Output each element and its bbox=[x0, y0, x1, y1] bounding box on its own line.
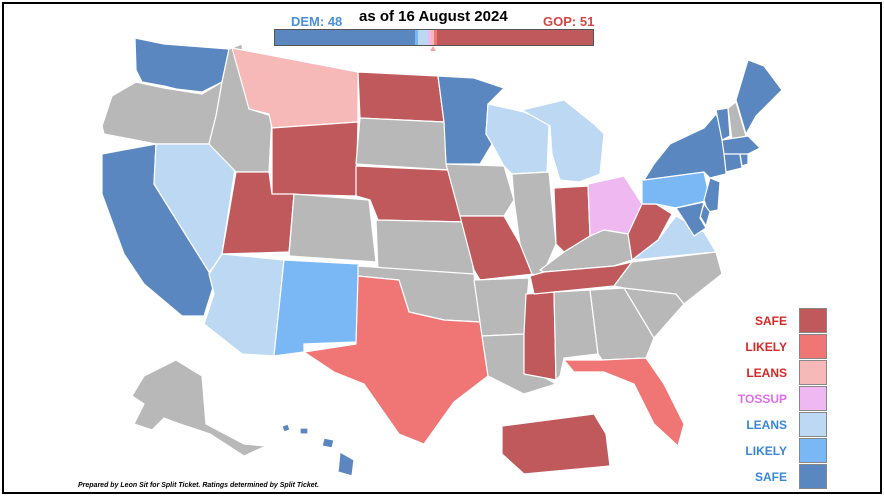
us-senate-map bbox=[101, 37, 783, 477]
state-MD[interactable] bbox=[675, 201, 707, 237]
balance-segment-tossup bbox=[427, 30, 431, 45]
legend-label: SAFE bbox=[754, 470, 787, 484]
state-RI[interactable] bbox=[739, 153, 749, 167]
state-ID[interactable] bbox=[208, 43, 273, 173]
state-HI-maui[interactable] bbox=[321, 437, 335, 449]
legend-swatch-likely-d bbox=[799, 438, 827, 463]
state-TX[interactable] bbox=[303, 275, 489, 445]
state-MS[interactable] bbox=[523, 291, 557, 381]
legend-label: LEANS bbox=[746, 366, 787, 380]
balance-segment-likely-d bbox=[414, 30, 419, 45]
state-AR[interactable] bbox=[473, 277, 530, 337]
legend-swatch-likely-r bbox=[799, 334, 827, 359]
balance-segment-safe-r bbox=[437, 30, 593, 45]
state-ME[interactable] bbox=[735, 59, 783, 135]
legend-label: LEANS bbox=[746, 418, 787, 432]
state-NM[interactable] bbox=[273, 259, 360, 357]
balance-segment-leans-d bbox=[418, 30, 428, 45]
legend-swatch-safe-r bbox=[799, 308, 827, 333]
majority-marker bbox=[430, 46, 436, 51]
state-MI[interactable] bbox=[521, 99, 605, 183]
page-title: as of 16 August 2024 bbox=[359, 8, 508, 25]
legend-label: TOSSUP bbox=[737, 392, 787, 406]
legend-swatch-tossup bbox=[799, 386, 827, 411]
state-VT[interactable] bbox=[715, 107, 731, 141]
dem-seat-count: DEM: 48 bbox=[291, 14, 343, 29]
state-NY[interactable] bbox=[643, 113, 727, 181]
state-AK[interactable] bbox=[131, 359, 267, 457]
rating-legend bbox=[799, 308, 827, 490]
state-HI-oahu[interactable] bbox=[299, 427, 309, 435]
legend-label: LIKELY bbox=[745, 340, 787, 354]
state-HI-big[interactable] bbox=[337, 451, 355, 477]
state-CO[interactable] bbox=[288, 193, 377, 263]
state-SD[interactable] bbox=[355, 117, 449, 171]
legend-swatch-leans-d bbox=[799, 412, 827, 437]
seat-balance-bar bbox=[274, 29, 594, 46]
state-MA[interactable] bbox=[721, 135, 761, 157]
state-NC[interactable] bbox=[613, 251, 723, 305]
balance-segment-safe-d bbox=[275, 30, 415, 45]
balance-segment-leans-r bbox=[430, 30, 434, 45]
state-AZ[interactable] bbox=[203, 253, 285, 357]
state-IA[interactable] bbox=[445, 163, 515, 217]
credit-note: Prepared by Leon Sit for Split Ticket. R… bbox=[78, 482, 319, 489]
gop-seat-count: GOP: 51 bbox=[543, 14, 595, 29]
state-KS[interactable] bbox=[375, 219, 475, 275]
state-FL[interactable] bbox=[563, 357, 685, 447]
state-CT[interactable] bbox=[723, 153, 743, 173]
legend-label: LIKELY bbox=[745, 444, 787, 458]
legend-swatch-leans-r bbox=[799, 360, 827, 385]
balance-segment-likely-r bbox=[433, 30, 438, 45]
puerto-rico-area bbox=[501, 413, 611, 475]
state-ND[interactable] bbox=[357, 71, 445, 123]
state-HI-kauai[interactable] bbox=[281, 423, 291, 433]
legend-label: SAFE bbox=[754, 314, 787, 328]
state-NJ[interactable] bbox=[703, 177, 721, 213]
legend-swatch-safe-d bbox=[799, 464, 827, 489]
state-WA[interactable] bbox=[134, 37, 230, 93]
state-WY[interactable] bbox=[271, 121, 359, 197]
